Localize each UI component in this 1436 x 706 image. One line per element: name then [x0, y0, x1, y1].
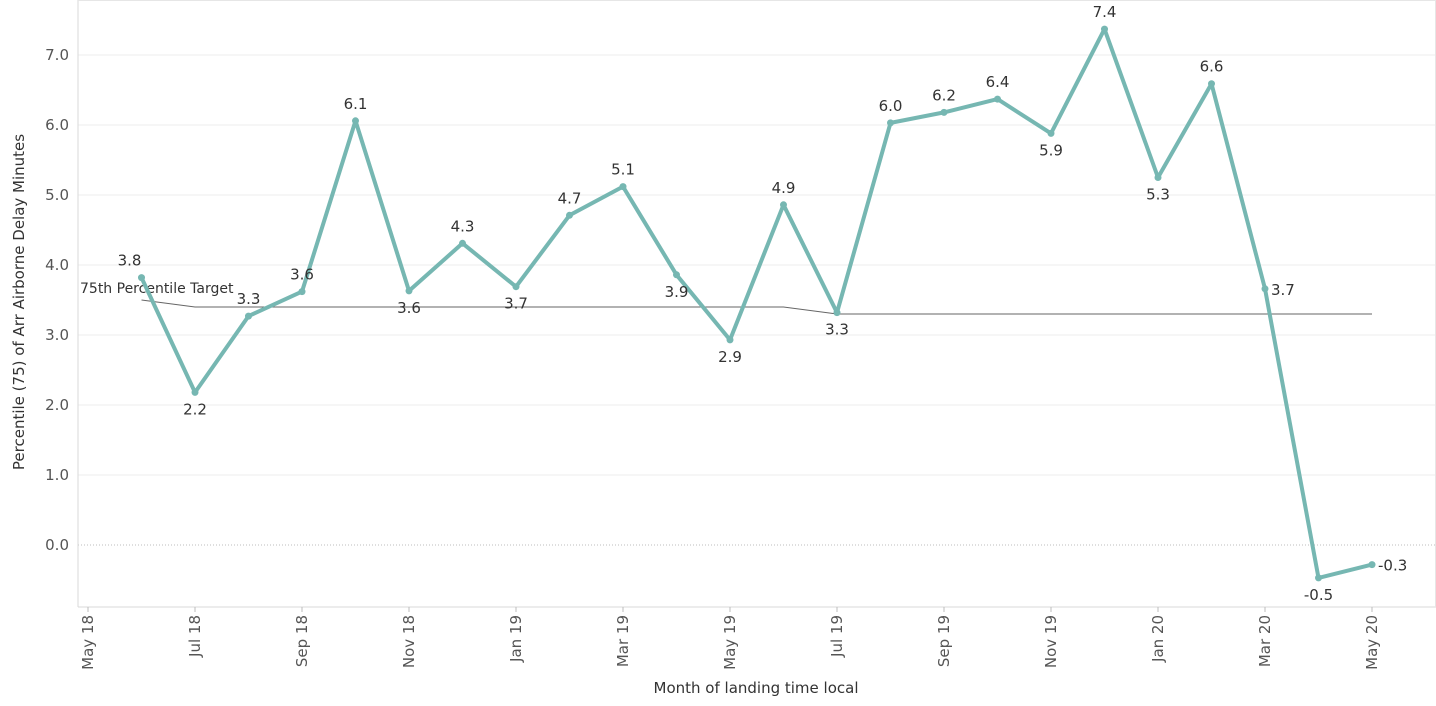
y-tick-label: 2.0 [45, 396, 69, 414]
data-point [1154, 174, 1162, 181]
x-tick-label: Sep 18 [293, 615, 311, 667]
data-label: 3.6 [397, 299, 421, 317]
data-label: 5.9 [1039, 141, 1063, 159]
data-point [887, 119, 894, 127]
data-label: -0.5 [1304, 586, 1333, 604]
target-line [141, 299, 1372, 315]
data-label: 4.9 [772, 179, 796, 197]
data-label: 6.2 [932, 86, 956, 104]
data-label: 3.9 [665, 283, 689, 301]
data-label: 3.7 [1271, 281, 1295, 299]
data-label: 2.2 [183, 400, 207, 418]
x-tick-label: Mar 19 [614, 615, 632, 667]
plot-frame [77, 0, 1436, 608]
y-tick-label: 7.0 [45, 46, 69, 64]
y-axis-title: Percentile (75) of Arr Airborne Delay Mi… [10, 134, 28, 470]
y-tick-label: 0.0 [45, 536, 69, 554]
data-label: 6.1 [344, 95, 368, 113]
x-tick-label: Mar 20 [1256, 615, 1274, 667]
data-points [138, 25, 1376, 582]
y-tick-label: 1.0 [45, 466, 69, 484]
data-label: 5.1 [611, 161, 635, 179]
data-point [459, 239, 466, 247]
series-polyline [139, 27, 1374, 580]
target-line-label: 75th Percentile Target [80, 281, 234, 297]
grid-lines [78, 54, 1436, 546]
data-labels: 3.8 2.2 3.3 3.6 6.1 3.6 4.3 3.7 4.7 5.1 3.9 2.9 4.9 3… [118, 3, 1408, 604]
data-point [1208, 80, 1215, 88]
x-axis-title: Month of landing time local [654, 679, 859, 697]
x-tick-label: May 18 [79, 615, 97, 670]
data-point [619, 183, 627, 191]
data-point [780, 201, 787, 209]
y-tick-label: 5.0 [45, 186, 69, 204]
data-point [566, 211, 573, 219]
data-label: 6.0 [879, 97, 903, 115]
data-label: 2.9 [718, 348, 742, 366]
data-label: 3.6 [290, 266, 314, 284]
data-point [833, 309, 841, 317]
data-label: 4.7 [558, 189, 582, 207]
x-tick-label: Nov 18 [400, 615, 418, 668]
data-label: 6.4 [986, 73, 1010, 91]
data-label: 3.3 [825, 321, 849, 339]
x-tick-label: Jan 20 [1149, 615, 1167, 663]
x-tick-label: May 20 [1363, 615, 1381, 670]
x-tick-label: Jan 19 [507, 615, 525, 663]
data-label: 4.3 [451, 217, 475, 235]
y-tick-label: 6.0 [45, 116, 69, 134]
data-point [298, 288, 306, 296]
data-point [1101, 25, 1108, 33]
data-point [1368, 561, 1376, 569]
data-point [405, 287, 413, 295]
data-point [1261, 285, 1269, 293]
data-point [940, 108, 948, 116]
data-label: 6.6 [1200, 58, 1224, 76]
x-tick-label: Jul 18 [186, 615, 204, 658]
target-reference-line: 75th Percentile Target [80, 281, 1372, 315]
x-tick-label: Nov 19 [1042, 615, 1060, 668]
x-tick-label: May 19 [721, 615, 739, 670]
data-label: 3.8 [118, 252, 142, 270]
data-point [994, 95, 1001, 103]
data-point [1315, 574, 1322, 582]
data-label: 7.4 [1093, 3, 1117, 21]
data-label: 3.7 [504, 295, 528, 313]
y-tick-label: 4.0 [45, 256, 69, 274]
y-tick-label: 3.0 [45, 326, 69, 344]
data-point [673, 271, 680, 279]
x-tick-label: Jul 19 [828, 615, 846, 658]
data-point [1047, 129, 1055, 137]
data-label: -0.3 [1378, 557, 1407, 575]
y-axis-ticks: 0.0 1.0 2.0 3.0 4.0 5.0 6.0 7.0 [45, 46, 69, 554]
x-axis-ticks: May 18 Jul 18 Sep 18 Nov 18 Jan 19 Mar 19 May … [79, 607, 1381, 670]
series-line [139, 27, 1374, 580]
data-point [352, 117, 359, 125]
data-point [138, 274, 145, 282]
data-label: 5.3 [1146, 186, 1170, 204]
data-point [245, 312, 252, 320]
data-point [512, 283, 520, 291]
data-point [191, 388, 199, 396]
data-point [726, 336, 734, 344]
x-tick-label: Sep 19 [935, 615, 953, 667]
data-label: 3.3 [237, 290, 261, 308]
